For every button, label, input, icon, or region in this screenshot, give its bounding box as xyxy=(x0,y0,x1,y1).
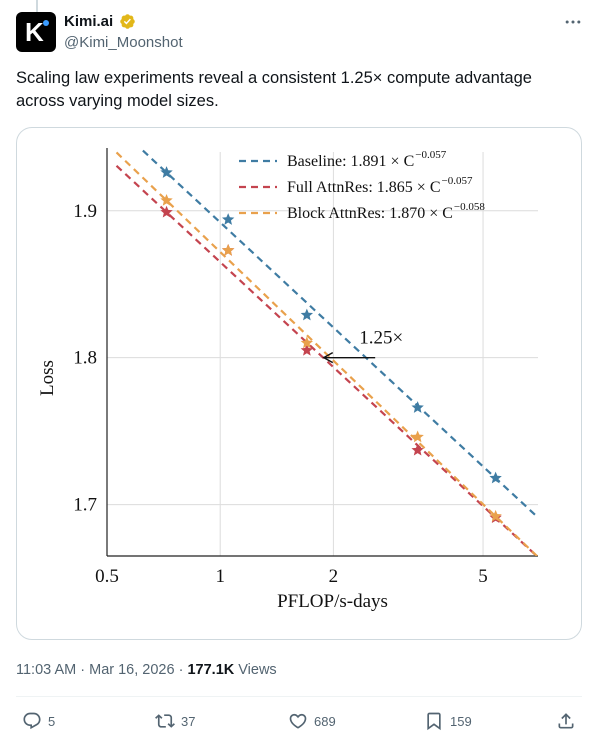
meta-separator: · xyxy=(178,662,184,678)
y-tick-label: 1.8 xyxy=(73,348,97,369)
repost-count: 37 xyxy=(181,713,196,729)
more-options-icon[interactable] xyxy=(563,12,583,32)
data-point-full xyxy=(411,443,424,456)
share-button[interactable] xyxy=(556,709,582,733)
x-tick-label: 2 xyxy=(329,566,339,587)
legend-label-baseline: Baseline: 1.891 × C xyxy=(287,153,414,170)
divider xyxy=(16,696,582,697)
heart-icon xyxy=(289,713,307,729)
bookmark-count: 159 xyxy=(450,713,472,729)
meta-separator: · xyxy=(80,662,86,678)
avatar-logo-dot xyxy=(43,20,49,26)
tweet-date[interactable]: Mar 16, 2026 xyxy=(89,662,175,678)
data-point-full xyxy=(300,343,314,356)
reply-button[interactable]: 5 xyxy=(22,709,55,733)
repost-icon xyxy=(155,714,175,728)
x-tick-label: 0.5 xyxy=(95,566,119,587)
data-point-baseline xyxy=(411,401,424,413)
verified-badge-icon xyxy=(120,14,135,29)
x-tick-label: 1 xyxy=(215,566,225,587)
y-axis-label: Loss xyxy=(37,360,58,396)
data-point-full xyxy=(160,205,173,218)
chart-tick-labels: 0.5 1 2 5 1.7 1.8 1.9 xyxy=(73,201,488,587)
reply-icon xyxy=(23,712,41,730)
legend-label-full: Full AttnRes: 1.865 × C xyxy=(287,179,441,196)
legend-label-block: Block AttnRes: 1.870 × C xyxy=(287,205,453,222)
scaling-law-chart: 0.5 1 2 5 1.7 1.8 1.9 Loss PFLOP/s-days Baseli… xyxy=(37,148,539,612)
data-point-block xyxy=(160,193,173,206)
legend-exponent-block: −0.058 xyxy=(454,201,485,213)
bookmark-icon xyxy=(427,712,441,731)
data-point-baseline xyxy=(489,471,502,484)
tweet-text: Scaling law experiments reveal a consist… xyxy=(16,69,532,110)
tweet-metadata: 11:03 AM · Mar 16, 2026 · 177.1K Views xyxy=(16,660,277,680)
y-tick-label: 1.9 xyxy=(73,201,97,222)
reply-count: 5 xyxy=(48,713,56,729)
data-point-block xyxy=(221,243,235,256)
chart-axes xyxy=(106,148,538,557)
avatar[interactable]: K xyxy=(16,12,56,52)
x-tick-label: 5 xyxy=(478,566,488,587)
like-count: 689 xyxy=(314,713,336,729)
chart-data-points xyxy=(160,166,502,524)
views-label: Views xyxy=(238,662,277,678)
repost-button[interactable]: 37 xyxy=(155,709,195,733)
fit-line-full xyxy=(115,164,539,556)
bookmark-button[interactable]: 159 xyxy=(424,709,472,733)
thread-connector-line xyxy=(36,0,38,12)
chart-image-card[interactable]: 0.5 1 2 5 1.7 1.8 1.9 Loss PFLOP/s-days Baseli… xyxy=(16,127,582,640)
share-icon xyxy=(558,713,574,729)
like-button[interactable]: 689 xyxy=(288,709,336,733)
data-point-block xyxy=(300,336,314,349)
legend-exponent-full: −0.057 xyxy=(442,175,473,187)
views-count: 177.1K xyxy=(187,662,235,678)
fit-line-block xyxy=(115,151,539,556)
legend-exponent-baseline: −0.057 xyxy=(415,149,446,161)
tweet-time[interactable]: 11:03 AM xyxy=(16,662,77,678)
y-tick-label: 1.7 xyxy=(73,495,97,516)
x-axis-label: PFLOP/s-days xyxy=(277,591,388,612)
chart-fit-lines xyxy=(115,148,539,556)
author-name[interactable]: Kimi.ai xyxy=(64,13,114,30)
data-point-block xyxy=(411,430,424,443)
avatar-letter: K xyxy=(25,17,44,47)
data-point-baseline xyxy=(160,166,173,178)
annotation-label: 1.25× xyxy=(359,328,403,349)
data-point-baseline xyxy=(221,213,235,225)
annotation-arrow-head xyxy=(322,352,334,364)
chart-annotation: 1.25× xyxy=(322,328,403,364)
data-point-block xyxy=(489,509,502,522)
author-handle[interactable]: @Kimi_Moonshot xyxy=(64,34,183,51)
data-point-baseline xyxy=(300,308,314,321)
